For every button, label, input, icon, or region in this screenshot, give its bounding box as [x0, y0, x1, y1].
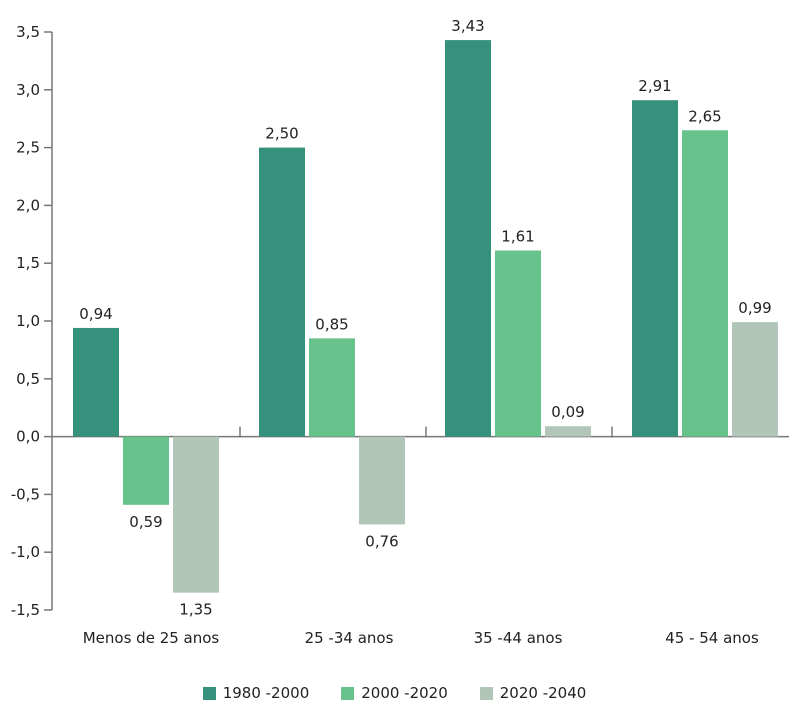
- bar: [682, 130, 728, 437]
- y-tick-label: 2,5: [16, 139, 40, 157]
- legend-label-series-3: 2020 -2040: [499, 684, 587, 702]
- legend-item-series-3: 2020 -2040: [479, 684, 587, 702]
- data-label: 0,59: [129, 513, 162, 531]
- data-label: 3,43: [451, 17, 484, 35]
- legend-label-series-1: 1980 -2000: [222, 684, 310, 702]
- data-label: 1,35: [179, 601, 212, 619]
- bar: [309, 338, 355, 437]
- label-layer: Menos de 25 anos 25 -34 anos 35 -44 anos 45…: [79, 17, 771, 647]
- bar: [632, 100, 678, 437]
- data-label: 0,09: [551, 403, 584, 421]
- data-label: 0,99: [738, 299, 771, 317]
- bar: [259, 147, 305, 437]
- bar: [732, 322, 778, 437]
- data-label: 0,94: [79, 305, 112, 323]
- y-tick-label: 1,0: [16, 312, 40, 330]
- legend-item-series-2: 2000 -2020: [341, 684, 448, 702]
- bar-chart: 3,5 3,0 2,5 2,0 1,5 1,0 0,5 0,0 -0,5 -1,0 -1,5 Men…: [11, 17, 789, 647]
- data-label: 2,50: [265, 125, 298, 143]
- data-label: 2,91: [638, 77, 671, 95]
- legend-item-series-1: 1980 -2000: [202, 684, 310, 702]
- legend-swatch-series-1: [202, 686, 216, 700]
- y-tick-label: 3,5: [16, 23, 40, 41]
- y-tick-label: 3,0: [16, 81, 40, 99]
- legend-label-series-2: 2000 -2020: [361, 684, 448, 702]
- bar-layer: [73, 40, 778, 593]
- y-tick-label: 2,0: [16, 196, 40, 214]
- data-label: 2,65: [688, 107, 721, 125]
- y-tick-label: 0,5: [16, 370, 40, 388]
- y-tick-label: -1,0: [11, 543, 40, 561]
- bar: [359, 436, 405, 525]
- x-category-label: 25 -34 anos: [305, 629, 394, 647]
- bar: [73, 327, 119, 437]
- data-label: 1,61: [501, 227, 534, 245]
- bar: [123, 436, 169, 505]
- bar: [495, 250, 541, 437]
- y-tick-label: -0,5: [11, 485, 40, 503]
- data-label: 0,76: [365, 532, 398, 550]
- data-label: 0,85: [315, 315, 348, 333]
- y-tick-label: 0,0: [16, 428, 40, 446]
- legend: 1980 -2000 2000 -2020 2020 -2040: [0, 683, 789, 703]
- x-category-label: Menos de 25 anos: [83, 629, 220, 647]
- bar: [545, 426, 591, 437]
- legend-swatch-series-2: [341, 686, 355, 700]
- y-tick-label: 1,5: [16, 254, 40, 272]
- legend-swatch-series-3: [479, 686, 493, 700]
- bar: [173, 436, 219, 593]
- bar: [445, 40, 491, 437]
- x-category-label: 45 - 54 anos: [665, 629, 759, 647]
- x-category-label: 35 -44 anos: [474, 629, 563, 647]
- y-tick-label: -1,5: [11, 601, 40, 619]
